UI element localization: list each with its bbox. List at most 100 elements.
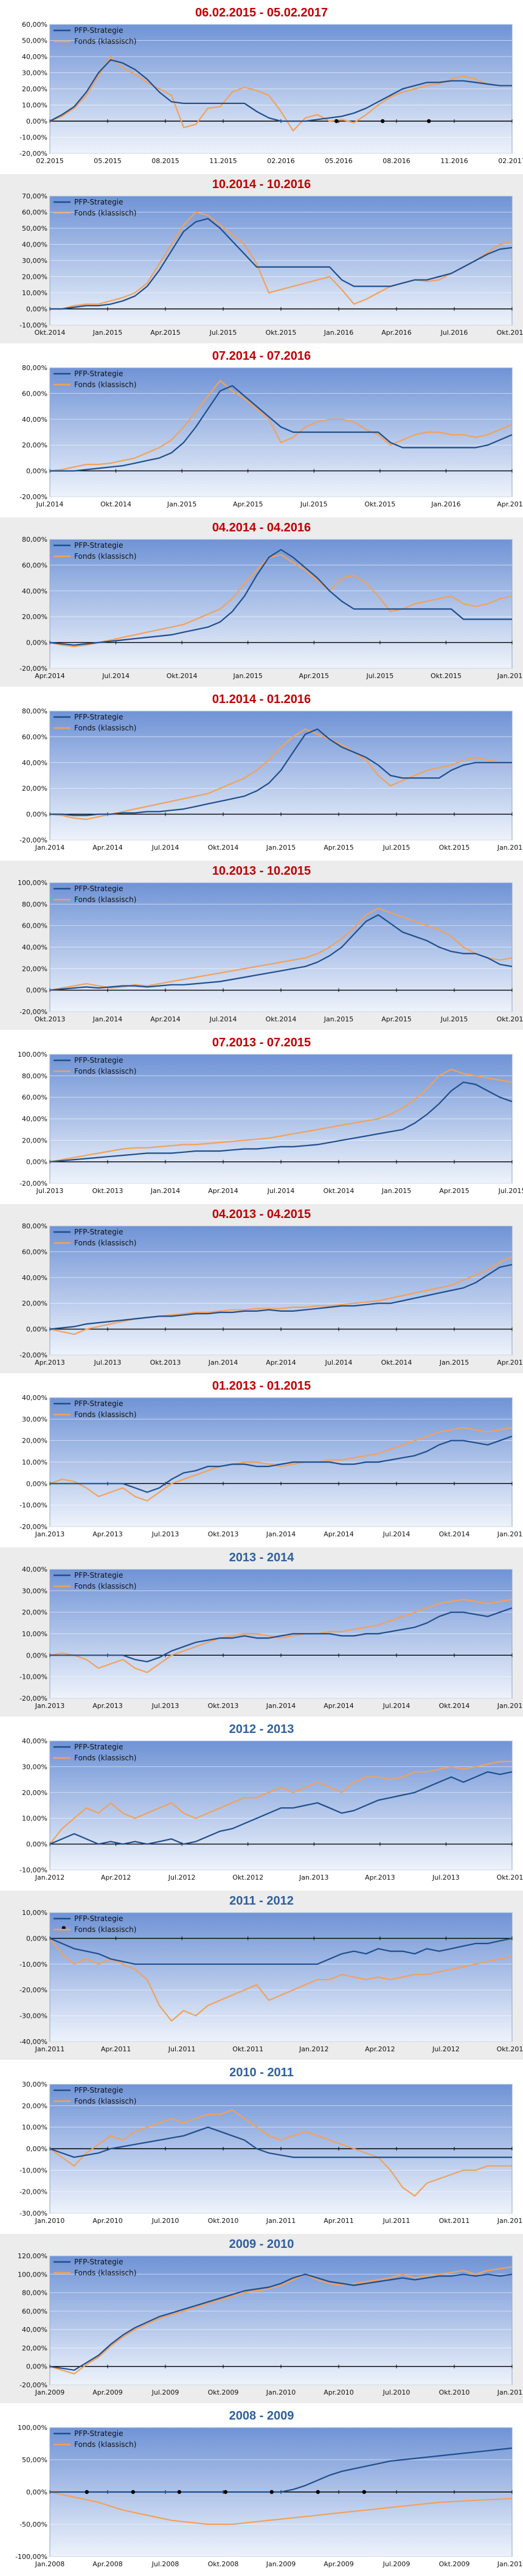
x-tick-label: Okt.2015 (431, 672, 462, 680)
series-fonds-line (49, 1598, 513, 1673)
x-tick-label: Okt.2011 (439, 2217, 470, 2225)
y-tick-label: 20,00% (22, 965, 47, 973)
x-tick-label: Okt.2015 (439, 844, 470, 852)
y-tick-label: 20,00% (22, 2344, 47, 2352)
x-tick-label: Jul.2015 (440, 1015, 468, 1023)
chart-title: 2008 - 2009 (229, 2409, 294, 2423)
y-tick-label: 20,00% (22, 1789, 47, 1797)
x-tick-label: 02.2016 (267, 157, 295, 165)
y-tick-label: 0,00% (26, 1651, 47, 1659)
x-tick-label: Okt.2011 (232, 2045, 263, 2053)
x-tick-label: Okt.2008 (208, 2560, 239, 2568)
series-pfp-line (50, 1435, 513, 1493)
x-tick-label: Jan.2011 (266, 2217, 296, 2225)
x-tick-label: Apr.2013 (92, 1702, 123, 1710)
series-fonds-line (49, 2109, 512, 2197)
y-tick-label: 60,00% (22, 922, 47, 930)
x-tick-label: 08.2015 (151, 157, 179, 165)
y-tick-label: -40,00% (19, 2038, 47, 2046)
data-marker (334, 119, 339, 124)
x-tick-label: Jan.2016 (497, 672, 523, 680)
chart-title: 04.2014 - 04.2016 (212, 521, 311, 534)
y-tick-label: 20,00% (22, 273, 47, 281)
legend-pfp-label: PFP-Strategie (74, 884, 123, 893)
chart-title: 04.2013 - 04.2015 (212, 1208, 311, 1221)
x-tick-label: Jul.2012 (432, 2045, 460, 2053)
chart-svg: 10,00%0,00%-10,00%-20,00%-30,00%-40,00%J… (19, 1909, 523, 2053)
x-tick-label: Okt.2013 (497, 1874, 523, 1881)
x-tick-label: Jul.2013 (432, 1874, 460, 1881)
x-tick-label: Jul.2015 (209, 329, 237, 337)
x-tick-label: Jul.2016 (440, 329, 468, 337)
y-tick-label: 0,00% (26, 1934, 47, 1942)
series-pfp-line (49, 1264, 513, 1330)
x-tick-label: Apr.2015 (497, 1359, 523, 1367)
chart-panel: 2012 - 2013 40,00% 30,00% 20,00% 10,00% 0,00%… (0, 1719, 523, 1888)
legend-fonds-label: Fonds (klassisch) (74, 2269, 136, 2277)
x-tick-label: Okt.2013 (92, 1187, 123, 1195)
legend-fonds-label: Fonds (klassisch) (74, 1582, 136, 1591)
series-fonds-line (50, 211, 513, 310)
data-marker (362, 2490, 366, 2494)
y-tick-label: 100,00% (18, 879, 47, 887)
x-tick-label: Jan.2014 (208, 1359, 238, 1367)
x-tick-label: Apr.2015 (381, 1015, 412, 1023)
x-tick-label: Jan.2015 (497, 1702, 523, 1710)
chart-svg: 60,00% 50,00% 40,00% 30,00% 20,00% 10,00% 0,00… (19, 21, 523, 165)
y-tick-label: 40,00% (22, 53, 47, 61)
x-tick-label: Jan.2016 (324, 329, 353, 337)
y-tick-label: -10,00% (19, 321, 47, 329)
x-tick-label: Okt.2014 (266, 1015, 297, 1023)
chart-panel: 2013 - 2014 40,00% 30,00% 20,00% 10,00% 0,00%… (0, 1547, 523, 1717)
chart-panel: 04.2013 - 04.2015 80,00% 60,00% 40,00% 20,00… (0, 1204, 523, 1373)
y-tick-label: 10,00% (22, 1815, 47, 1822)
x-tick-label: Jan.2014 (92, 1015, 122, 1023)
legend-pfp-label: PFP-Strategie (74, 26, 123, 35)
chart-panel: 2009 - 2010 120,00% 100,00% 80,00% 60,00% 40,… (0, 2234, 523, 2403)
y-tick-label: 60,00% (22, 2308, 47, 2315)
series-fonds-line (49, 55, 512, 131)
y-tick-label: 20,00% (22, 785, 47, 793)
x-tick-label: Jul.2010 (151, 2217, 179, 2225)
y-tick-label: 60,00% (22, 390, 47, 397)
chart-svg: 120,00% 100,00% 80,00% 60,00% 40,00% 20,00% 0,… (18, 2252, 523, 2396)
x-tick-label: Apr.2016 (381, 329, 412, 337)
y-tick-label: 80,00% (22, 1222, 47, 1230)
x-tick-label: Apr.2012 (101, 1874, 131, 1881)
y-tick-label: 100,00% (18, 1051, 47, 1059)
chart-panel: 06.02.2015 - 05.02.2017 60,00% 50,00% 40,00… (0, 2, 523, 172)
x-tick-label: Jul.2013 (151, 1702, 179, 1710)
x-tick-label: Jul.2013 (36, 1187, 64, 1195)
legend-pfp-label: PFP-Strategie (74, 1743, 123, 1751)
chart-title: 07.2013 - 07.2015 (212, 1036, 311, 1049)
legend-fonds-label: Fonds (klassisch) (74, 1067, 136, 1076)
y-tick-label: 10,00% (22, 2124, 47, 2132)
legend-pfp-label: PFP-Strategie (74, 1228, 123, 1236)
legend-pfp-label: PFP-Strategie (74, 1399, 123, 1408)
x-tick-label: Okt.2015 (364, 500, 395, 508)
y-tick-label: 80,00% (22, 364, 47, 372)
x-tick-label: Apr.2010 (92, 2217, 123, 2225)
y-tick-label: 40,00% (22, 587, 47, 595)
series-fonds-line (49, 1760, 512, 1845)
x-tick-label: 11.2015 (209, 157, 237, 165)
y-tick-label: 20,00% (22, 1609, 47, 1617)
x-tick-label: Apr.2013 (92, 1530, 123, 1538)
chart-svg: 80,00%60,00%40,00%20,00%0,00%-20,00%Apr.… (19, 1222, 523, 1367)
y-tick-label: -20,00% (19, 665, 47, 673)
series-pfp-line (50, 217, 513, 310)
x-tick-label: Okt.2014 (100, 500, 131, 508)
chart-svg: 70,00% 60,00% 50,00% 40,00% 30,00% 20,00% 10,0… (19, 192, 523, 337)
y-tick-label: -20,00% (19, 2381, 47, 2389)
y-tick-label: 30,00% (22, 2081, 47, 2088)
legend-fonds-label: Fonds (klassisch) (74, 552, 136, 561)
legend-pfp-label: PFP-Strategie (74, 198, 123, 206)
x-tick-label: Jan.2013 (35, 1702, 64, 1710)
x-tick-label: Okt.2013 (208, 1702, 239, 1710)
y-tick-label: -20,00% (19, 1523, 47, 1531)
x-tick-label: Apr.2008 (92, 2560, 123, 2568)
y-tick-label: -20,00% (19, 493, 47, 501)
chart-panel: 2011 - 2012 10,00% 0,00% -10,00% -20,00% -30,… (0, 1891, 523, 2060)
x-tick-label: Jul.2015 (300, 500, 328, 508)
y-tick-label: 30,00% (22, 1763, 47, 1771)
